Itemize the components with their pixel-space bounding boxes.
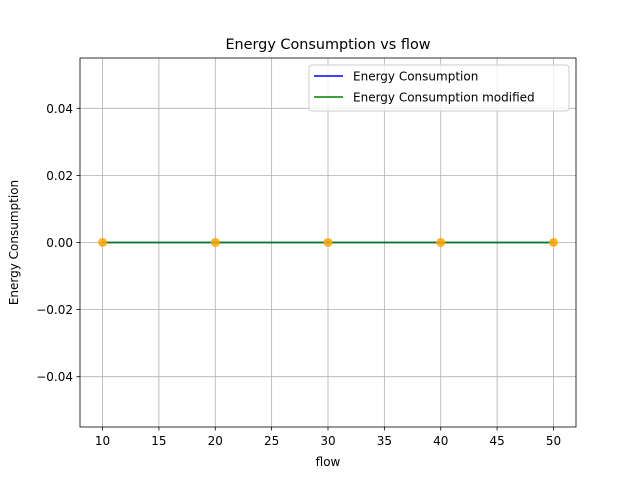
x-tick-label: 15 xyxy=(151,434,166,448)
y-tick-label: 0.04 xyxy=(46,102,73,116)
data-point xyxy=(210,238,220,247)
y-axis-label: Energy Consumption xyxy=(7,180,21,305)
data-point xyxy=(323,238,333,247)
data-point xyxy=(548,238,558,247)
data-markers xyxy=(98,238,558,247)
x-tick-label: 20 xyxy=(208,434,223,448)
chart-title: Energy Consumption vs flow xyxy=(225,37,430,53)
x-tick-label: 40 xyxy=(433,434,448,448)
x-tick-label: 50 xyxy=(546,434,561,448)
legend-box xyxy=(308,64,570,112)
x-tick-label: 35 xyxy=(377,434,392,448)
x-tick-label: 25 xyxy=(264,434,279,448)
ticks: 10 15 20 25 30 35 40 45 50 −0.04 −0.02 0.00 0.02 0.04 xyxy=(36,102,561,448)
y-tick-label: −0.04 xyxy=(36,370,73,384)
y-tick-label: −0.02 xyxy=(36,303,73,317)
y-tick-label: 0.00 xyxy=(46,236,73,250)
x-tick-label: 45 xyxy=(489,434,504,448)
x-tick-label: 10 xyxy=(95,434,110,448)
legend-label: Energy Consumption xyxy=(353,70,478,84)
data-point xyxy=(98,238,108,247)
y-tick-label: 0.02 xyxy=(46,169,73,183)
x-axis-label: flow xyxy=(316,455,341,469)
x-tick-label: 30 xyxy=(320,434,335,448)
legend: Energy Consumption Energy Consumption mod… xyxy=(308,64,570,112)
legend-label: Energy Consumption modified xyxy=(353,91,535,105)
data-point xyxy=(436,238,446,247)
